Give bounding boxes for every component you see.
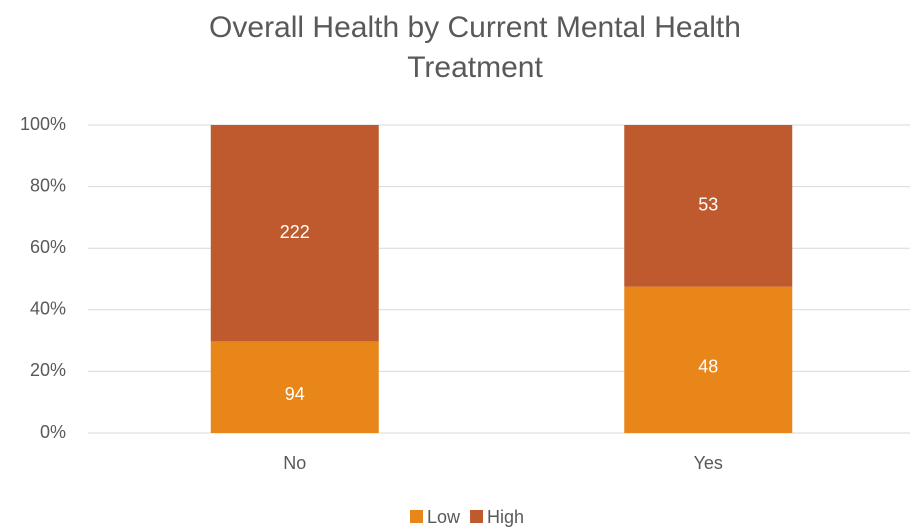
data-label: 48 xyxy=(698,357,718,377)
y-tick-label: 80% xyxy=(30,175,66,195)
x-tick-label: Yes xyxy=(694,453,723,473)
legend-swatch xyxy=(410,510,423,523)
data-label: 53 xyxy=(698,195,718,215)
legend-swatch xyxy=(470,510,484,523)
legend-label: High xyxy=(487,507,524,527)
y-tick-label: 20% xyxy=(30,360,66,380)
bar-segment xyxy=(624,125,793,287)
y-tick-label: 40% xyxy=(30,299,66,319)
x-tick-label: No xyxy=(283,453,306,473)
bar-segment xyxy=(210,341,379,433)
bar-segment xyxy=(210,125,379,342)
y-tick-label: 60% xyxy=(30,237,66,257)
data-label: 94 xyxy=(285,384,305,404)
y-tick-label: 100% xyxy=(20,114,66,134)
y-tick-label: 0% xyxy=(40,422,66,442)
chart-title: Overall Health by Current Mental Health … xyxy=(209,11,741,84)
legend-label: Low xyxy=(427,507,461,527)
bar-segment xyxy=(624,286,793,433)
data-label: 222 xyxy=(280,222,310,242)
